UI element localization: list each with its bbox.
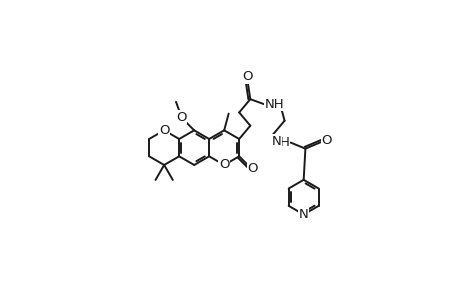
- Text: O: O: [242, 70, 252, 83]
- Text: N: N: [298, 208, 308, 221]
- Text: O: O: [158, 124, 169, 137]
- Text: O: O: [158, 124, 169, 137]
- Text: O: O: [247, 162, 257, 175]
- Text: O: O: [247, 162, 257, 175]
- Text: N: N: [271, 134, 281, 148]
- Text: O: O: [320, 134, 331, 147]
- Text: NH: NH: [264, 98, 284, 111]
- Text: O: O: [175, 111, 186, 124]
- Text: O: O: [242, 70, 252, 83]
- Text: H: H: [279, 136, 289, 149]
- Text: N: N: [298, 208, 308, 221]
- Text: O: O: [175, 111, 186, 124]
- Text: NH: NH: [264, 98, 284, 111]
- Text: N: N: [271, 134, 281, 148]
- Text: O: O: [218, 158, 229, 172]
- Text: H: H: [279, 136, 289, 149]
- Text: O: O: [320, 134, 331, 147]
- Text: O: O: [218, 158, 229, 172]
